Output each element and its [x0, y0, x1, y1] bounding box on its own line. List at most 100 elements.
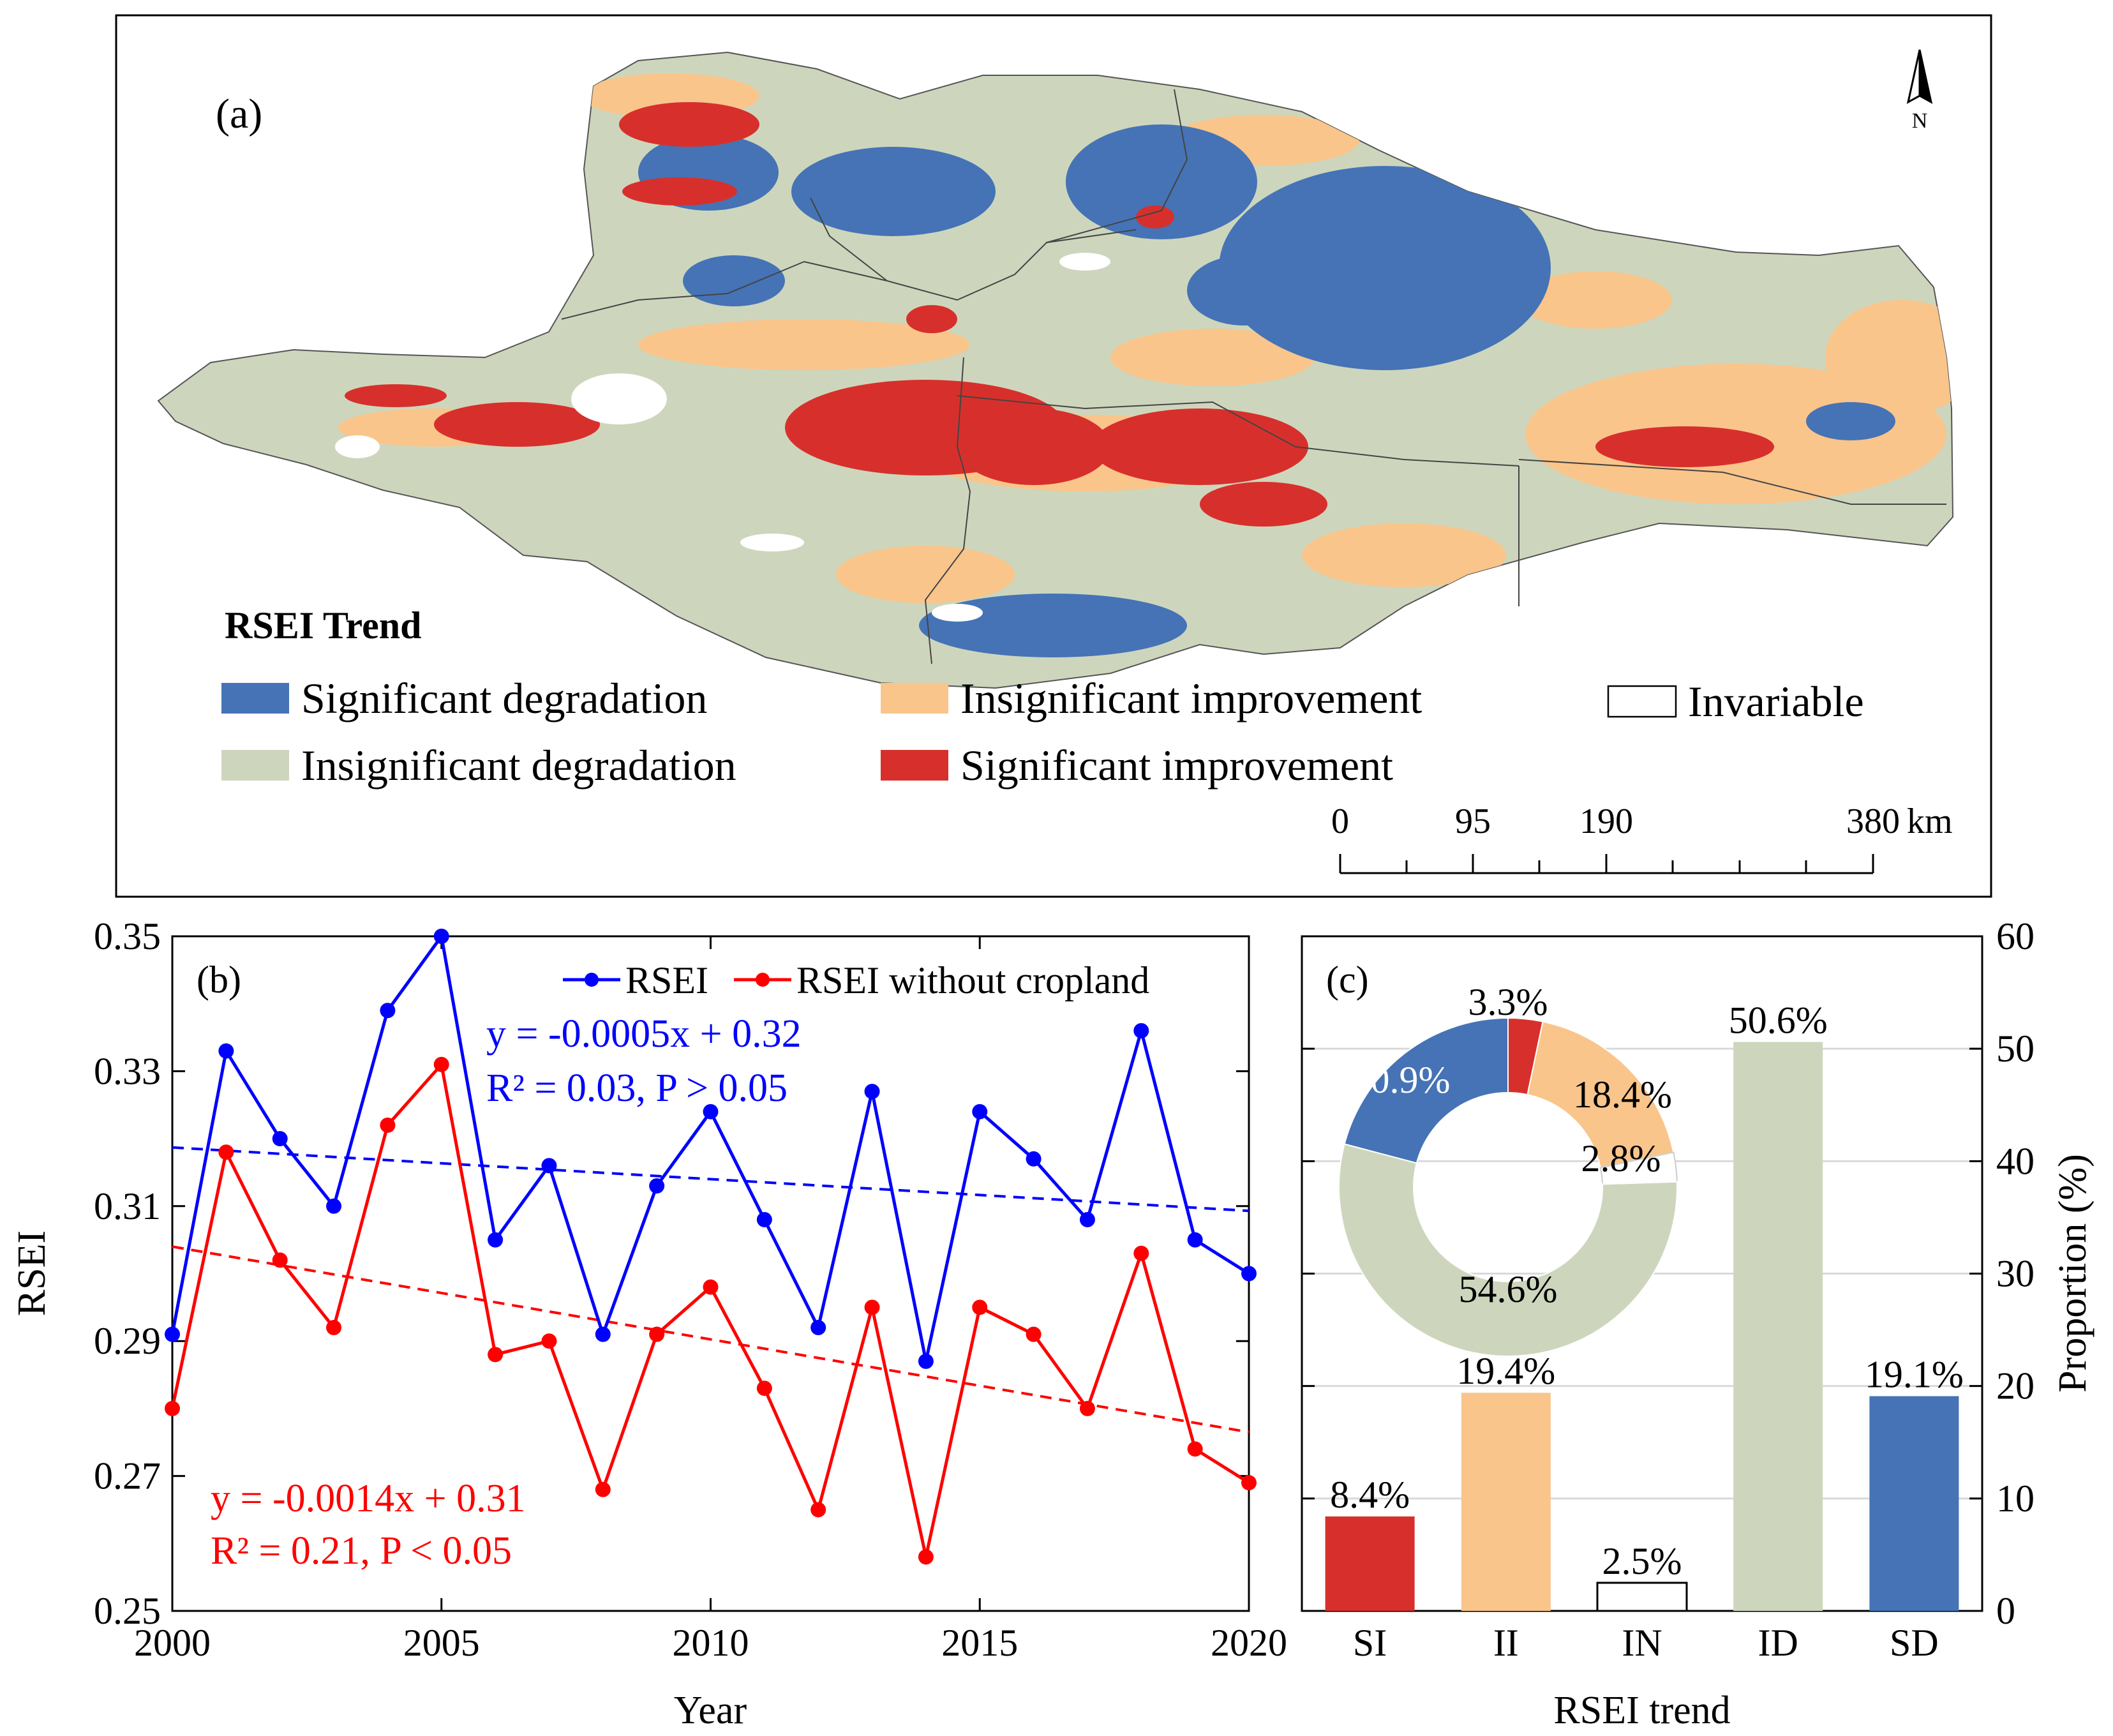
data-point: [272, 1131, 288, 1147]
legend-item-ii: Insignificant improvement: [881, 674, 1422, 722]
data-point: [595, 1481, 611, 1497]
legend-swatch-si: [881, 750, 948, 781]
data-point: [433, 1056, 449, 1072]
legend-item-sd: Significant degradation: [221, 674, 707, 722]
legend-swatch-id: [221, 750, 289, 781]
y-tick-label: 0.25: [94, 1590, 161, 1632]
data-point: [703, 1104, 719, 1119]
data-point: [433, 929, 449, 944]
bar-si: [1325, 1516, 1415, 1611]
scale-bar: 0 95 190 380 km: [1331, 802, 1953, 874]
scale-tick-95: 95: [1455, 802, 1491, 841]
data-point: [1133, 1245, 1149, 1261]
legend-label-id: Insignificant degradation: [301, 741, 736, 789]
line-chart-panel: 2000 2005 2010 2015 2020 0.25 0.27 0.29 0.31 0.33…: [10, 915, 1287, 1732]
donut-label-in: 2.8%: [1581, 1137, 1661, 1179]
data-point: [864, 1299, 880, 1315]
line-chart-legend: RSEI RSEI without cropland: [563, 959, 1149, 1001]
map-boundaries: [561, 89, 1946, 664]
data-point: [756, 1211, 772, 1227]
map-si-patches: [345, 102, 1774, 558]
x-tick-label: 2000: [134, 1622, 211, 1664]
data-point: [488, 1232, 504, 1248]
data-point: [488, 1347, 504, 1363]
data-point: [1133, 1022, 1149, 1038]
bar-value-label: 19.4%: [1456, 1350, 1555, 1392]
data-point: [810, 1320, 826, 1336]
data-point: [918, 1549, 934, 1565]
rsei-stats: R² = 0.03, P > 0.05: [486, 1066, 788, 1110]
map-panel-label: (a): [216, 91, 262, 137]
map-in-patches: [335, 253, 1110, 622]
donut-label-sd: 20.9%: [1352, 1059, 1451, 1101]
legend-label-sd: Significant degradation: [301, 674, 707, 722]
bar-in: [1596, 1582, 1688, 1612]
y-tick-label: 0.29: [94, 1320, 161, 1362]
rsei-equation: y = -0.0005x + 0.32: [486, 1012, 802, 1056]
donut-label-ii: 18.4%: [1573, 1074, 1672, 1116]
category-label: ID: [1758, 1622, 1798, 1664]
y-tick-label: 40: [1996, 1140, 2035, 1182]
y-tick-label: 0: [1996, 1590, 2015, 1632]
y-tick-label: 30: [1996, 1253, 2035, 1295]
data-point: [326, 1320, 342, 1336]
legend-item-id: Insignificant degradation: [221, 741, 736, 789]
data-point: [218, 1043, 234, 1059]
map-legend: RSEI Trend Significant degradation Insig…: [221, 604, 1864, 789]
bar-chart-ticks: 0 10 20 30 40 50 60 SI II IN ID SD: [1302, 915, 2035, 1664]
bar-id: [1733, 1042, 1823, 1611]
scale-unit: km: [1907, 802, 1953, 841]
y-tick-label: 0.27: [94, 1455, 161, 1497]
data-point: [703, 1279, 719, 1295]
category-label: II: [1493, 1622, 1519, 1664]
category-label: SI: [1353, 1622, 1387, 1664]
data-point: [972, 1104, 988, 1119]
data-point: [1241, 1266, 1257, 1282]
legend-swatch-ii: [881, 683, 948, 714]
data-point: [1187, 1232, 1203, 1248]
legend-rsei-nc-label: RSEI without cropland: [796, 959, 1149, 1001]
bar-chart-xlabel: RSEI trend: [1553, 1689, 1730, 1732]
data-point: [972, 1299, 988, 1315]
y-tick-label: 0.33: [94, 1050, 161, 1092]
legend-label-si: Significant improvement: [960, 741, 1393, 789]
bar-ii: [1461, 1393, 1551, 1611]
data-point: [1187, 1441, 1203, 1457]
donut-label-id: 54.6%: [1459, 1268, 1558, 1310]
data-point: [756, 1381, 772, 1396]
x-tick-label: 2020: [1211, 1622, 1287, 1664]
data-point: [649, 1326, 665, 1342]
donut-slice-sd: [1343, 1017, 1509, 1164]
legend-label-ii: Insignificant improvement: [960, 674, 1422, 722]
data-point: [1026, 1151, 1042, 1167]
y-tick-label: 20: [1996, 1365, 2035, 1407]
bar-sd: [1869, 1396, 1959, 1611]
y-tick-label: 0.35: [94, 915, 161, 957]
bar-chart-ylabel: Proportion (%): [2051, 1154, 2094, 1393]
data-point: [165, 1326, 180, 1342]
data-point: [1079, 1211, 1095, 1227]
donut-label-si: 3.3%: [1468, 981, 1548, 1023]
data-point: [541, 1333, 557, 1349]
legend-item-si: Significant improvement: [881, 741, 1393, 789]
line-chart-frame: [171, 935, 1250, 1612]
data-point: [918, 1353, 934, 1369]
trendline-rsei: [172, 1146, 1250, 1213]
line-chart-ticks: 2000 2005 2010 2015 2020 0.25 0.27 0.29 0.31 0.33…: [94, 915, 1287, 1664]
bar-value-label: 50.6%: [1729, 999, 1828, 1042]
line-chart-points: [165, 929, 1257, 1565]
y-tick-label: 0.31: [94, 1185, 161, 1227]
bar-value-label: 8.4%: [1330, 1474, 1410, 1516]
legend-rsei-label: RSEI: [625, 959, 708, 1001]
north-label: N: [1912, 109, 1928, 133]
legend-swatch-sd: [221, 683, 289, 714]
line-chart-panel-label: (b): [197, 959, 241, 1001]
data-point: [810, 1502, 826, 1518]
bar-value-label: 19.1%: [1865, 1354, 1964, 1396]
rsei-nc-stats: R² = 0.21, P < 0.05: [211, 1529, 512, 1573]
data-point: [1079, 1400, 1095, 1416]
line-chart-trendlines: [172, 1146, 1250, 1433]
legend-label-in: Invariable: [1688, 677, 1864, 726]
data-point: [218, 1144, 234, 1160]
